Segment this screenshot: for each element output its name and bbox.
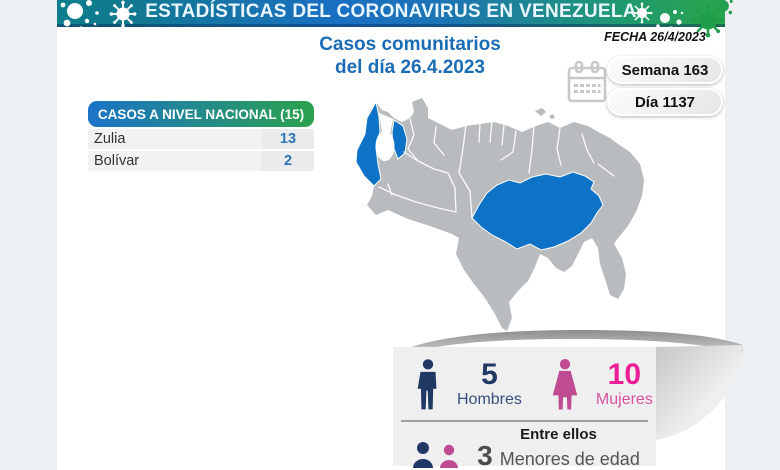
week-badge: Semana 163 <box>607 56 723 84</box>
cases-table: CASOS A NIVEL NACIONAL (15) Zulia 13 Bol… <box>88 101 314 171</box>
virus-dots-icon <box>60 0 99 30</box>
men-stat: 5 Hombres <box>457 357 522 410</box>
cases-table-header: CASOS A NIVEL NACIONAL (15) <box>88 101 314 127</box>
subtitle-line2: del día 26.4.2023 <box>335 57 485 79</box>
panel-ribbon <box>398 330 743 440</box>
minors-intro: Entre ellos <box>520 426 597 443</box>
state-name: Bolívar <box>88 151 262 171</box>
state-name: Zulia <box>88 129 262 149</box>
state-borders <box>378 118 615 219</box>
panel-divider <box>401 420 648 422</box>
title-banner: ESTADÍSTICAS DEL CORONAVIRUS EN VENEZUEL… <box>57 0 733 38</box>
demographics-panel: 5 Hombres 10 Mujeres Entre ellos <box>393 347 656 470</box>
calendar-icon <box>567 60 607 103</box>
women-count: 10 <box>607 357 642 391</box>
virus-icon <box>631 2 653 24</box>
woman-icon <box>552 359 578 410</box>
fecha-label: FECHA 26/4/2023 <box>604 30 706 44</box>
venezuela-map <box>355 98 644 331</box>
minors-note: Entre ellos 3 Menores de edad <box>467 426 650 470</box>
children-busts-icon <box>413 442 458 468</box>
minors-count: 3 <box>477 440 493 470</box>
page-title: ESTADÍSTICAS DEL CORONAVIRUS EN VENEZUEL… <box>145 1 637 22</box>
minors-row: Entre ellos 3 Menores de edad <box>393 422 656 470</box>
day-badge: Día 1137 <box>607 88 723 116</box>
table-row: Bolívar 2 <box>88 151 314 171</box>
subtitle: Casos comunitarios del día 26.4.2023 <box>295 33 525 79</box>
zulia-region-east <box>391 119 408 160</box>
islands <box>535 108 555 119</box>
table-row: Zulia 13 <box>88 129 314 149</box>
men-count: 5 <box>481 357 498 391</box>
virus-icon <box>109 0 137 28</box>
subtitle-line1: Casos comunitarios <box>319 34 501 55</box>
virus-icon-green <box>712 0 733 15</box>
women-stat: 10 Mujeres <box>595 357 653 410</box>
men-label: Hombres <box>457 391 522 409</box>
women-label: Mujeres <box>595 391 653 409</box>
bolivar-region <box>471 171 604 251</box>
virus-dots-icon <box>656 10 684 30</box>
gulf-of-venezuela <box>379 113 393 134</box>
virus-icon-green <box>691 4 725 38</box>
man-icon <box>417 359 437 410</box>
minors-label: Menores de edad <box>499 449 640 469</box>
adults-row: 5 Hombres 10 Mujeres <box>393 347 656 412</box>
state-cases: 13 <box>262 129 314 149</box>
zulia-region <box>355 100 382 187</box>
state-cases: 2 <box>262 151 314 171</box>
lake-maracaibo <box>375 131 395 161</box>
